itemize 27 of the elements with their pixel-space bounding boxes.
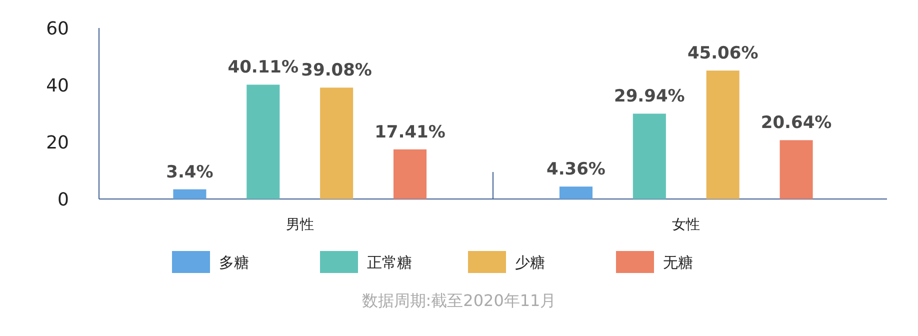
bar bbox=[320, 88, 354, 199]
bar bbox=[706, 70, 740, 199]
data-label: 17.41% bbox=[374, 122, 446, 142]
bar bbox=[559, 186, 593, 199]
bar bbox=[780, 140, 813, 199]
data-label: 40.11% bbox=[228, 58, 299, 78]
x-tick-label: 女性 bbox=[672, 217, 700, 233]
legend-label: 多糖 bbox=[219, 253, 249, 272]
y-tick-label: 20 bbox=[46, 132, 69, 154]
data-label: 39.08% bbox=[301, 60, 372, 81]
data-label: 29.94% bbox=[614, 86, 685, 107]
legend-label: 正常糖 bbox=[367, 253, 412, 272]
bar bbox=[393, 149, 427, 199]
data-label: 4.36% bbox=[546, 160, 606, 180]
y-tick-label: 60 bbox=[46, 18, 69, 40]
bar bbox=[246, 84, 280, 199]
legend-label: 少糖 bbox=[515, 253, 545, 272]
x-tick-label: 男性 bbox=[286, 217, 314, 233]
legend-label: 无糖 bbox=[663, 253, 693, 272]
bar bbox=[173, 189, 206, 199]
data-label: 20.64% bbox=[760, 113, 832, 134]
bar bbox=[632, 114, 666, 199]
data-label: 45.06% bbox=[687, 44, 758, 64]
data-label: 3.4% bbox=[166, 162, 214, 182]
y-tick-label: 0 bbox=[58, 189, 69, 210]
y-tick-label: 40 bbox=[46, 75, 69, 96]
text: 数据周期:截至2020年11月 bbox=[362, 291, 556, 310]
